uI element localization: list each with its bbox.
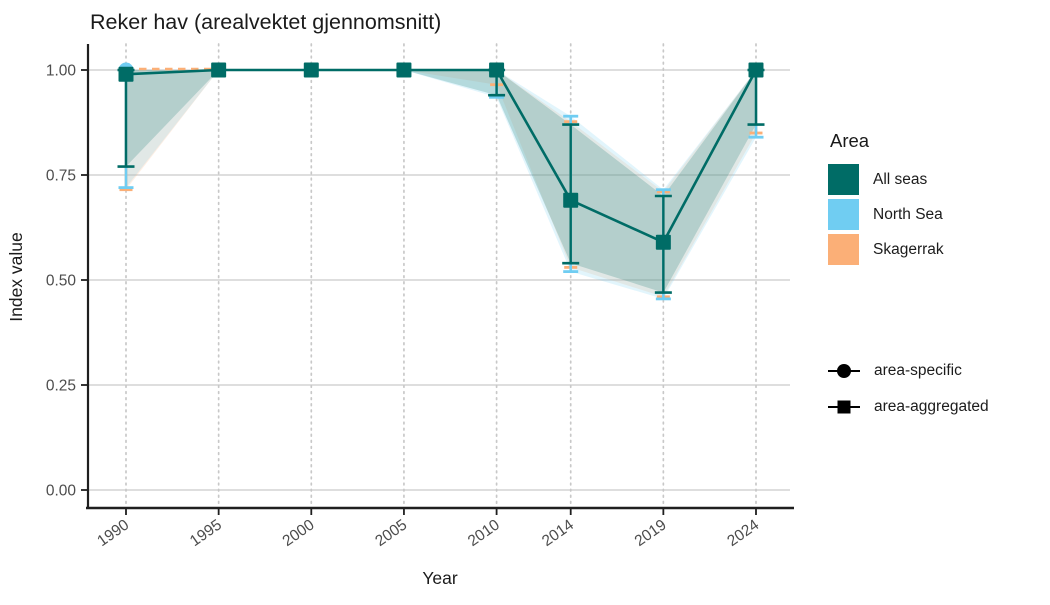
north-sea-swatch bbox=[828, 199, 859, 230]
x-axis-title: Year bbox=[422, 568, 458, 588]
x-tick-label: 2014 bbox=[539, 516, 577, 550]
x-tick-label: 1995 bbox=[187, 516, 225, 550]
data-point-square bbox=[748, 62, 764, 78]
y-tick-labels: 0.00 0.25 0.50 0.75 1.00 bbox=[46, 63, 77, 500]
chart-canvas: Reker hav (arealvektet gjennomsnitt) 199… bbox=[6, 10, 794, 588]
x-tick-label: 2010 bbox=[465, 516, 503, 550]
data-point-square bbox=[655, 234, 671, 250]
axes-layer bbox=[81, 44, 794, 515]
confidence-ribbon bbox=[126, 70, 756, 299]
x-tick-label: 2024 bbox=[724, 516, 762, 550]
legend-item-label: All seas bbox=[873, 170, 928, 188]
x-tick-label: 2000 bbox=[280, 516, 318, 550]
data-point-square bbox=[396, 62, 412, 78]
area-aggregated-points-layer bbox=[118, 62, 764, 250]
legend-item-skagerrak: Skagerrak bbox=[828, 234, 1046, 265]
marker-glyph bbox=[837, 400, 851, 414]
x-tick-labels: 1990 1995 2000 2005 2010 2014 2019 2024 bbox=[94, 516, 762, 550]
y-tick-label: 0.50 bbox=[46, 273, 77, 290]
legend-item-label: area-specific bbox=[874, 362, 962, 379]
skagerrak-swatch bbox=[828, 234, 859, 265]
data-point-square bbox=[303, 62, 319, 78]
legend-area: Area All seas North Sea Skagerrak bbox=[828, 130, 1046, 269]
x-tick-label: 2019 bbox=[632, 516, 670, 550]
y-tick-label: 0.75 bbox=[46, 168, 76, 185]
legend-item-area-aggregated: area-aggregated bbox=[828, 389, 1046, 425]
legend-item-label: North Sea bbox=[873, 205, 943, 223]
legend-shapes: area-specific area-aggregated bbox=[828, 353, 1046, 425]
all-seas-line-path bbox=[125, 68, 758, 244]
confidence-ribbon bbox=[126, 70, 756, 297]
y-tick-label: 1.00 bbox=[46, 63, 77, 80]
legend-item-north-sea: North Sea bbox=[828, 199, 1046, 230]
y-tick-label: 0.25 bbox=[46, 378, 76, 395]
data-point-square bbox=[211, 62, 227, 78]
circle-marker-icon bbox=[828, 361, 860, 381]
data-point-square bbox=[563, 192, 579, 208]
x-tick-label: 2005 bbox=[372, 516, 410, 550]
marker-glyph bbox=[837, 364, 851, 378]
y-tick-label: 0.00 bbox=[46, 483, 77, 500]
data-point-square bbox=[118, 66, 134, 82]
confidence-ribbons-layer bbox=[126, 70, 756, 299]
legend-item-label: area-aggregated bbox=[874, 398, 989, 415]
all-seas-swatch bbox=[828, 164, 859, 195]
all-seas-line bbox=[125, 68, 758, 244]
legend-item-area-specific: area-specific bbox=[828, 353, 1046, 389]
chart-title: Reker hav (arealvektet gjennomsnitt) bbox=[90, 10, 441, 34]
square-marker-icon bbox=[828, 397, 860, 417]
legend-area-title: Area bbox=[830, 130, 870, 151]
legend-item-label: Skagerrak bbox=[873, 240, 944, 258]
x-tick-label: 1990 bbox=[94, 516, 132, 550]
confidence-ribbon bbox=[126, 70, 756, 293]
gridlines-layer bbox=[88, 43, 790, 507]
y-axis-title: Index value bbox=[6, 232, 26, 322]
legend-item-all-seas: All seas bbox=[828, 164, 1046, 195]
data-point-square bbox=[489, 62, 505, 78]
